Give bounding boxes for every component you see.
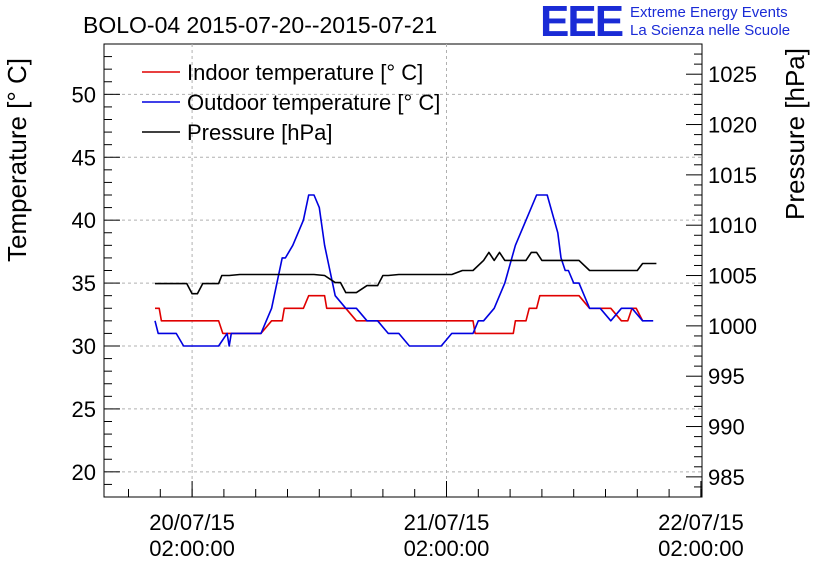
legend: Indoor temperature [° C] Outdoor temperat…	[142, 60, 440, 145]
y2-tick-label: 1005	[708, 264, 757, 289]
right-axis-ticks: 985 990 995 1000 1005 1010 1015 1020 1025	[686, 43, 757, 498]
y2-tick-label: 1020	[708, 113, 757, 138]
x-tick-label-time: 02:00:00	[658, 536, 744, 561]
legend-label: Indoor temperature [° C]	[187, 60, 423, 85]
x-tick-label-time: 02:00:00	[149, 536, 235, 561]
x-tick-label-date: 21/07/15	[404, 510, 490, 535]
y2-tick-label: 990	[708, 415, 745, 440]
eee-logo: EEE Extreme Energy Events La Scienza nel…	[540, 0, 790, 46]
series-lines	[154, 194, 657, 347]
y2-tick-label: 985	[708, 465, 745, 490]
eee-logo-line2: La Scienza nelle Scuole	[630, 22, 791, 39]
series-line-indoor-temperature	[155, 294, 644, 335]
series-line-pressure	[155, 251, 657, 295]
y-tick-label: 50	[72, 82, 96, 107]
grid-lines	[104, 44, 702, 497]
legend-label: Outdoor temperature [° C]	[187, 90, 440, 115]
legend-label: Pressure [hPa]	[187, 120, 333, 145]
eee-logo-text: Extreme Energy Events La Scienza nelle S…	[630, 4, 790, 40]
eee-logo-line1: Extreme Energy Events	[630, 4, 788, 21]
y-tick-label: 20	[72, 460, 96, 485]
y-tick-label: 40	[72, 208, 96, 233]
y2-tick-label: 1025	[708, 62, 757, 87]
y-tick-label: 25	[72, 397, 96, 422]
y2-tick-label: 1015	[708, 163, 757, 188]
chart-title: BOLO-04 2015-07-20--2015-07-21	[83, 12, 437, 38]
x-axis-ticks: 20/07/1502:00:0021/07/1502:00:0022/07/15…	[128, 481, 744, 561]
series-line-outdoor-temperature	[154, 194, 654, 347]
y2-tick-label: 1000	[708, 314, 757, 339]
y2-axis-label: Pressure [hPa]	[780, 48, 810, 220]
y-tick-label: 30	[72, 334, 96, 359]
y-axis-label: Temperature [° C]	[2, 58, 32, 262]
y2-tick-label: 995	[708, 364, 745, 389]
chart-plot-area: 20 25 30 35 40 45 50 985 990 995 1000 1005 1010 1015…	[72, 43, 757, 561]
x-tick-label-time: 02:00:00	[404, 536, 490, 561]
x-tick-label-date: 20/07/15	[149, 510, 235, 535]
left-axis-ticks: 20 25 30 35 40 45 50	[72, 43, 120, 498]
y-tick-label: 35	[72, 271, 96, 296]
eee-logo-mark: EEE	[540, 0, 624, 46]
x-tick-label-date: 22/07/15	[658, 510, 744, 535]
y2-tick-label: 1010	[708, 213, 757, 238]
y-tick-label: 45	[72, 145, 96, 170]
